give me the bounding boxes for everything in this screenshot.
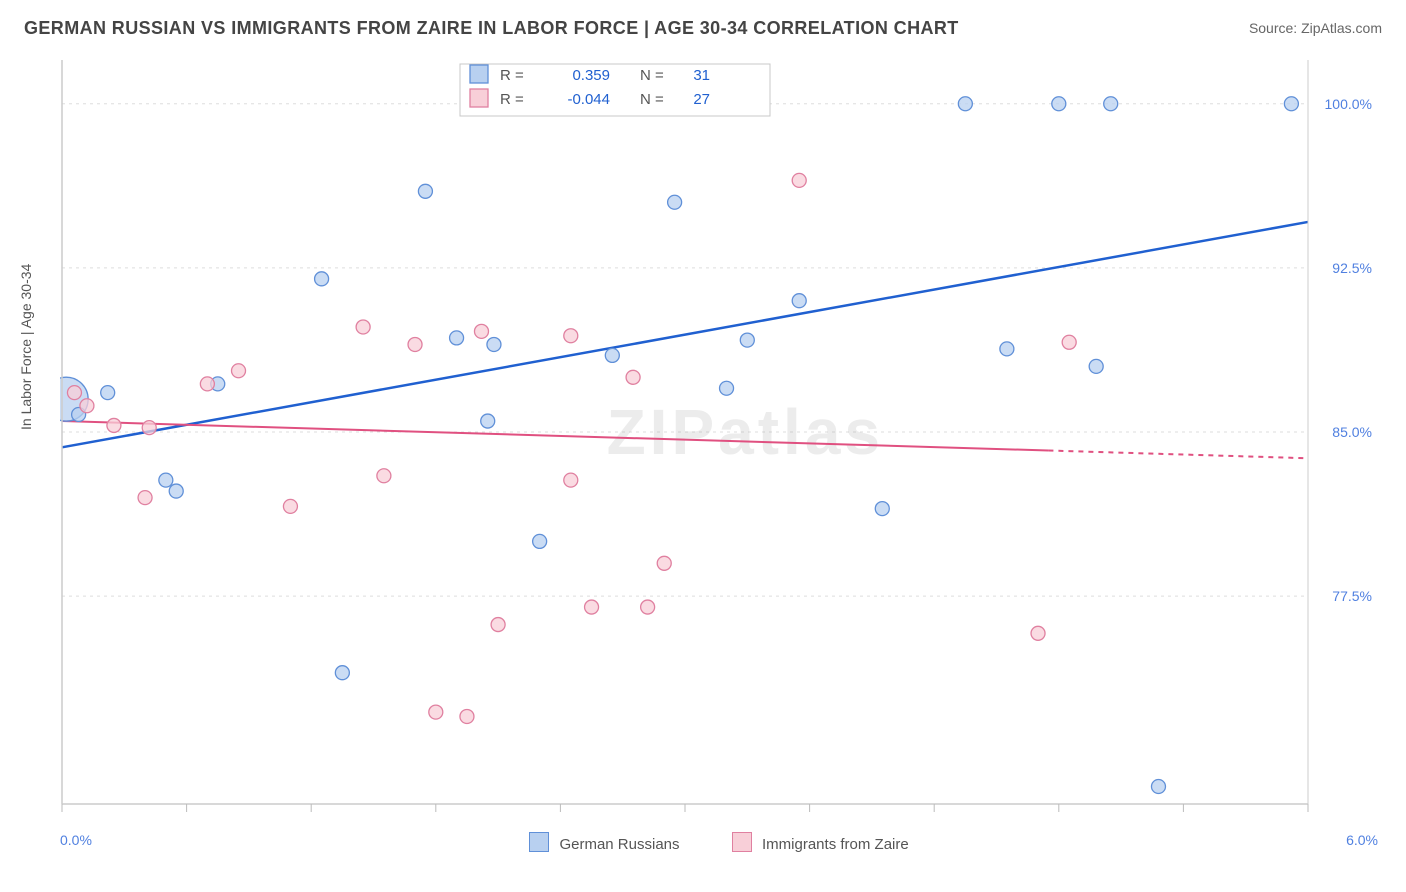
scatter-plot: 77.5% 85.0% 92.5% 100.0% ZIPatlas R = 0.359 N =… — [60, 58, 1378, 818]
svg-text:27: 27 — [693, 91, 710, 108]
svg-text:92.5%: 92.5% — [1332, 260, 1372, 276]
svg-text:100.0%: 100.0% — [1325, 96, 1372, 112]
legend-swatch-immigrants-zaire — [732, 832, 752, 852]
legend-swatch-german-russians — [529, 832, 549, 852]
chart-source: Source: ZipAtlas.com — [1249, 20, 1382, 36]
svg-text:N =: N = — [640, 67, 664, 84]
y-axis-label: In Labor Force | Age 30-34 — [18, 264, 34, 430]
svg-text:0.359: 0.359 — [572, 67, 610, 84]
svg-text:N =: N = — [640, 91, 664, 108]
legend-bottom: German Russians Immigrants from Zaire — [60, 832, 1378, 853]
svg-text:R =: R = — [500, 67, 524, 84]
svg-text:31: 31 — [693, 67, 710, 84]
chart-title: GERMAN RUSSIAN VS IMMIGRANTS FROM ZAIRE … — [24, 18, 959, 38]
svg-text:ZIPatlas: ZIPatlas — [607, 396, 884, 468]
legend-label-german-russians: German Russians — [559, 836, 679, 853]
svg-text:85.0%: 85.0% — [1332, 424, 1372, 440]
legend-label-immigrants-zaire: Immigrants from Zaire — [762, 836, 909, 853]
svg-text:-0.044: -0.044 — [567, 91, 610, 108]
svg-text:77.5%: 77.5% — [1332, 588, 1372, 604]
chart-header: GERMAN RUSSIAN VS IMMIGRANTS FROM ZAIRE … — [24, 18, 1382, 48]
svg-text:R =: R = — [500, 91, 524, 108]
